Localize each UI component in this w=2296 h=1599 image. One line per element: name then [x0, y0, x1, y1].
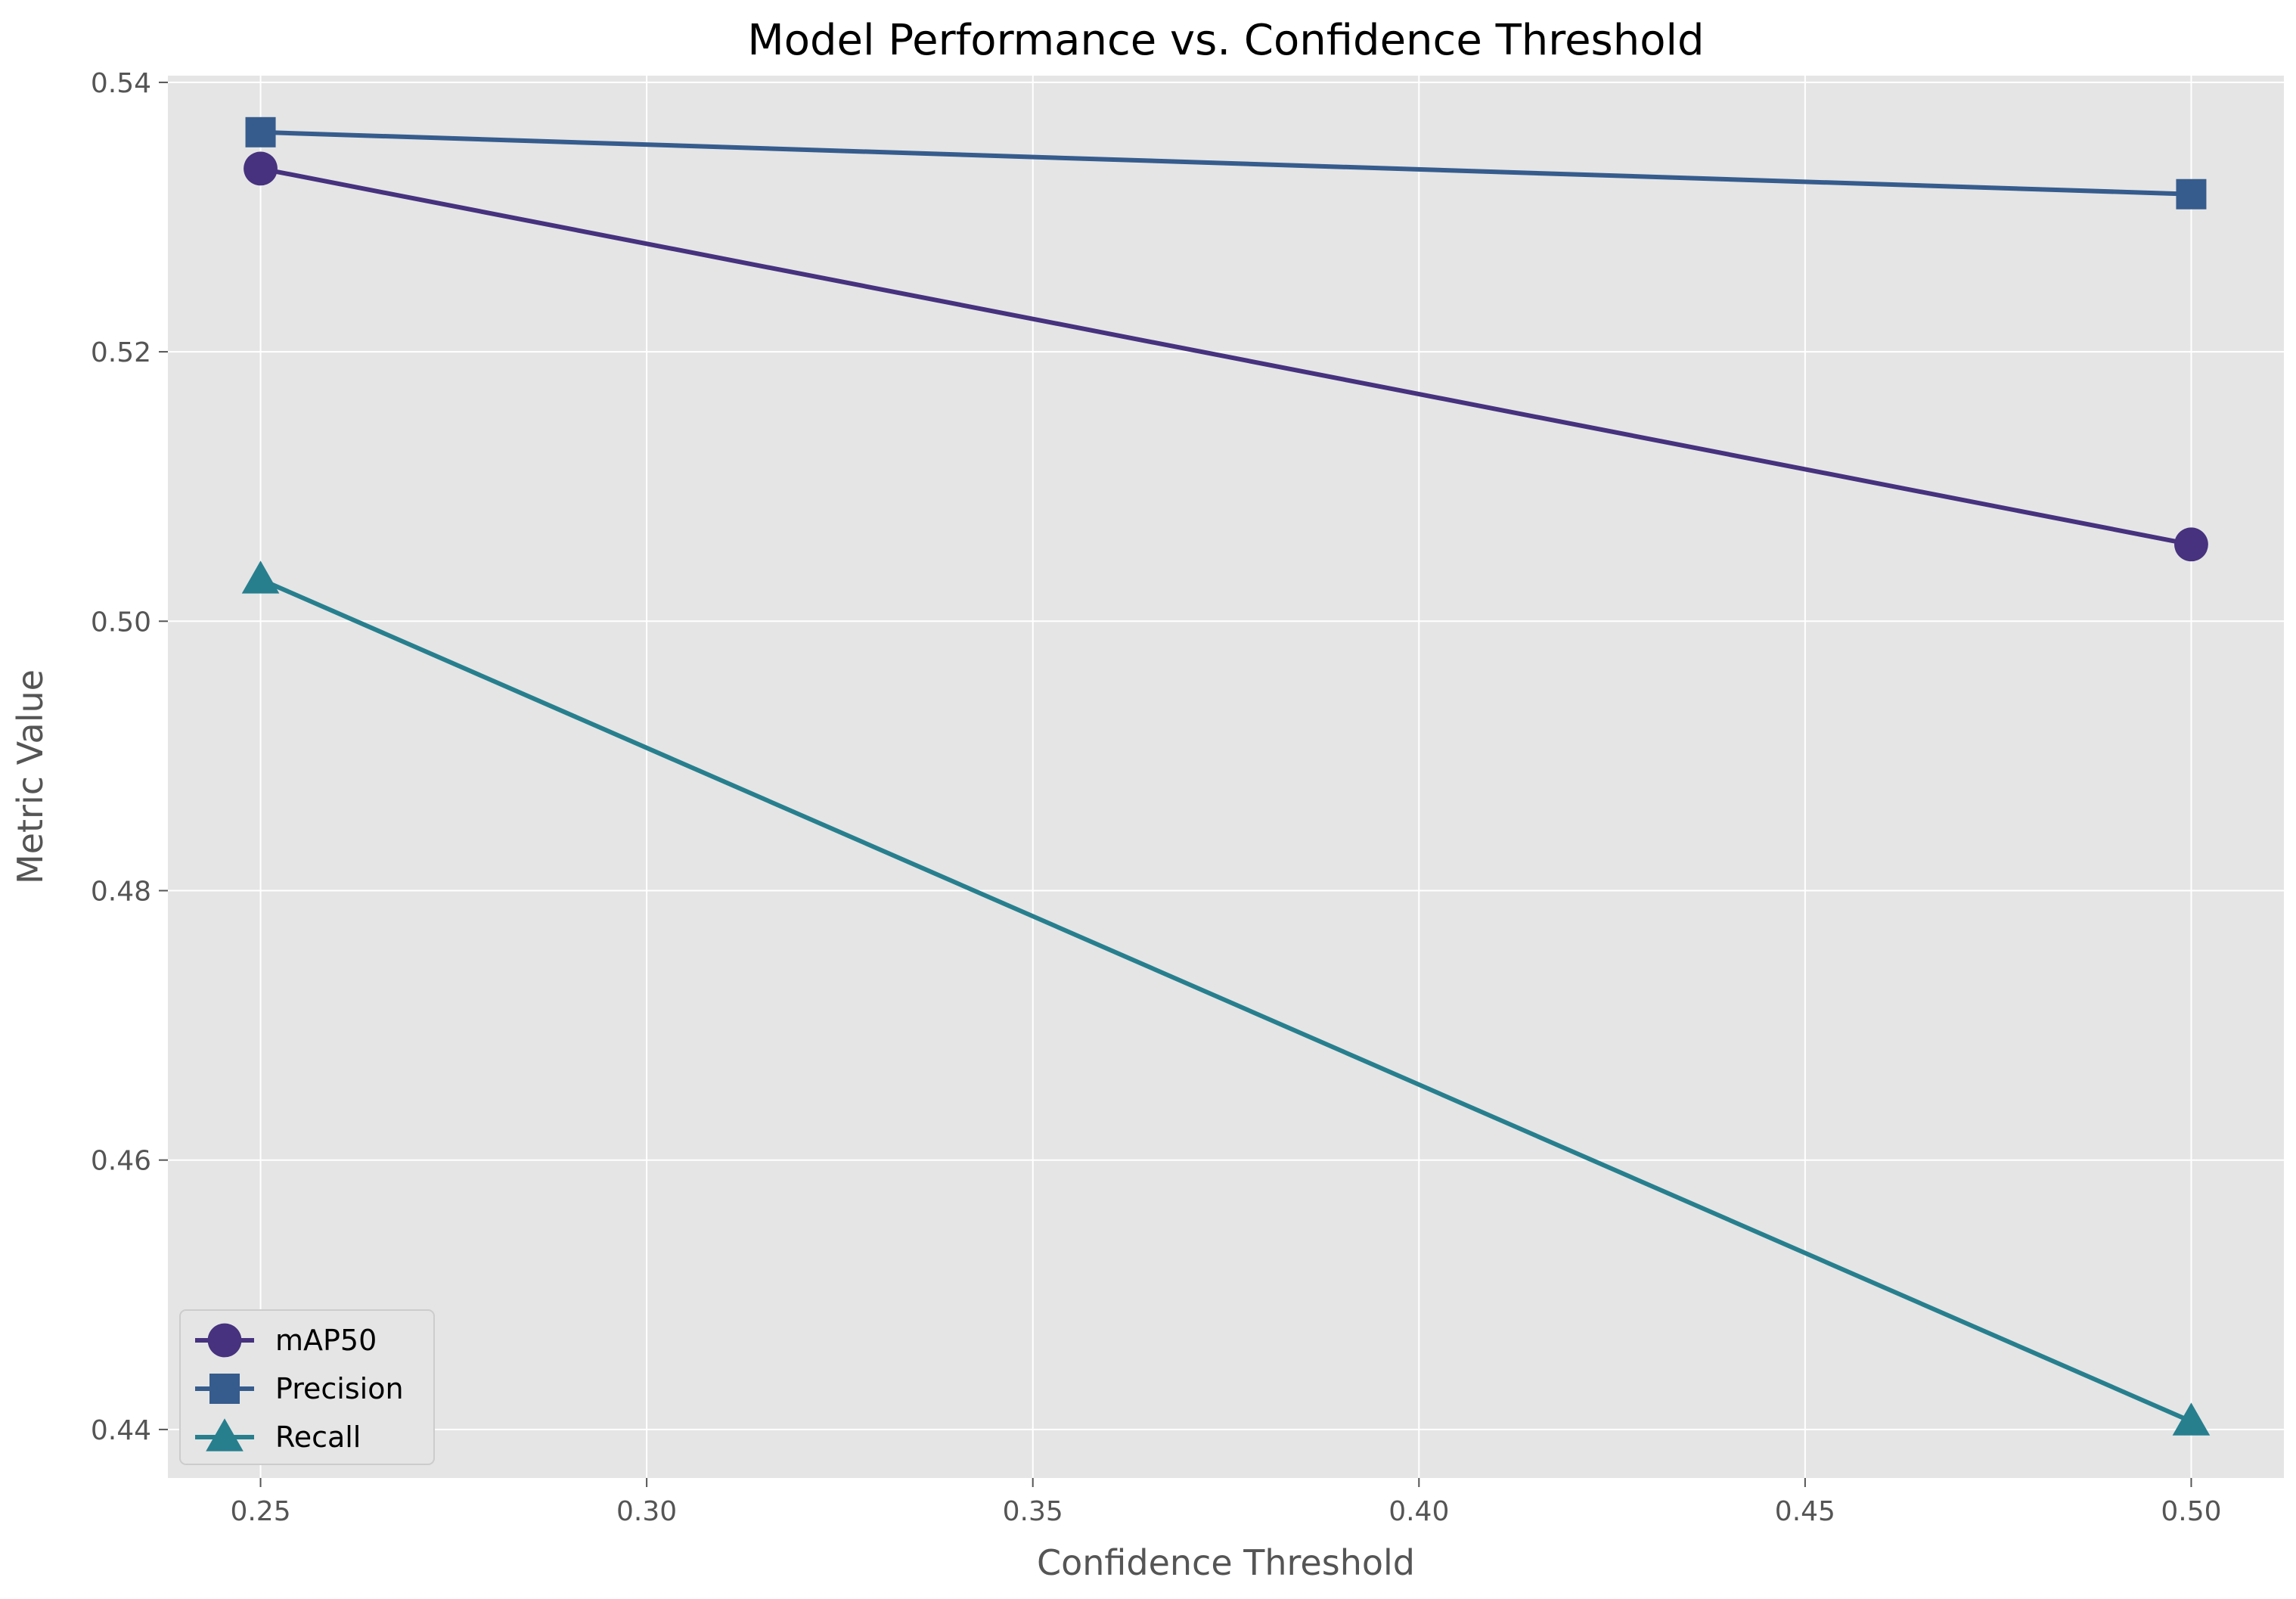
series-precision [245, 116, 2207, 210]
series-layer [241, 116, 2211, 1436]
axes: 0.25 0.30 0.35 0.40 0.45 0.50 0.44 0.46 0.48 0.50… [91, 68, 2222, 1527]
data-point-circle [244, 151, 278, 186]
y-tick-label: 0.50 [91, 607, 151, 638]
data-point-triangle [2172, 1402, 2211, 1436]
x-axis-label: Confidence Threshold [1037, 1542, 1415, 1583]
y-tick-label: 0.52 [91, 337, 151, 368]
chart-title: Model Performance vs. Confidence Thresho… [747, 16, 1704, 65]
data-point-square [2176, 179, 2207, 210]
legend-item-map50: mAP50 [195, 1323, 377, 1358]
legend-label: mAP50 [275, 1324, 377, 1357]
series-recall [241, 560, 2211, 1436]
plot-area [168, 76, 2284, 1478]
y-axis-label: Metric Value [10, 669, 51, 884]
y-tick-label: 0.46 [91, 1146, 151, 1177]
series-line [260, 129, 2192, 197]
data-point-square [245, 116, 276, 147]
grid [168, 76, 2284, 1478]
x-tick-label: 0.50 [2161, 1496, 2221, 1527]
data-point-circle [2174, 527, 2208, 562]
series-line [259, 166, 2192, 547]
series-map50 [244, 151, 2208, 562]
y-tick-label: 0.54 [91, 68, 151, 99]
legend-marker-circle [207, 1323, 242, 1358]
legend-item-precision: Precision [195, 1372, 404, 1405]
series-line [259, 577, 2192, 1424]
legend-box [179, 1309, 435, 1465]
x-tick-label: 0.45 [1775, 1496, 1835, 1527]
legend-label: Recall [275, 1420, 361, 1454]
legend-label: Precision [275, 1372, 404, 1405]
x-tick-label: 0.30 [616, 1496, 677, 1527]
legend: mAP50 Precision Recall [179, 1309, 435, 1465]
legend-marker-square [209, 1374, 240, 1404]
legend-item-recall: Recall [195, 1418, 361, 1454]
legend-marker-triangle [206, 1418, 244, 1452]
x-tick-label: 0.40 [1388, 1496, 1449, 1527]
x-tick-label: 0.35 [1003, 1496, 1063, 1527]
data-point-triangle [241, 560, 280, 594]
x-tick-label: 0.25 [230, 1496, 290, 1527]
y-tick-label: 0.48 [91, 876, 151, 907]
y-tick-label: 0.44 [91, 1415, 151, 1446]
